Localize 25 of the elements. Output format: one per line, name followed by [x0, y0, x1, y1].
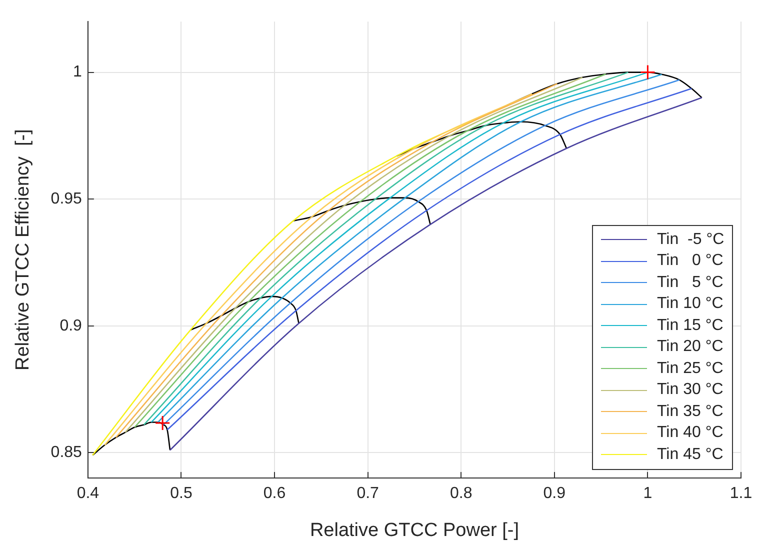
y-tick-label: 1 [73, 64, 82, 81]
x-tick-label: 1.1 [730, 485, 752, 502]
legend-label: Tin 45 °C [657, 446, 724, 464]
legend-label: Tin 25 °C [657, 360, 724, 378]
legend-label: Tin 5 °C [657, 274, 724, 292]
y-tick-label: 0.9 [60, 317, 82, 334]
x-tick-label: 0.6 [263, 485, 286, 502]
legend-label: Tin 30 °C [657, 381, 724, 400]
legend-label: Tin -5 °C [657, 230, 724, 249]
x-tick-label: 0.7 [356, 485, 380, 502]
legend-label: Tin 40 °C [657, 424, 724, 442]
x-axis-title: Relative GTCC Power [-] [310, 520, 519, 541]
y-tick-label: 0.95 [50, 190, 82, 208]
legend-label: Tin 35 °C [657, 402, 724, 421]
legend-label: Tin 15 °C [657, 316, 724, 335]
y-tick-label: 0.85 [50, 444, 82, 462]
x-tick-label: 0.9 [543, 485, 566, 502]
x-tick-label: 1 [643, 485, 652, 502]
x-tick-label: 0.5 [170, 485, 192, 502]
legend-label: Tin 10 °C [657, 295, 724, 314]
legend-label: Tin 20 °C [657, 338, 724, 356]
x-tick-label: 0.8 [450, 485, 472, 502]
y-axis-title: Relative GTCC Efficiency [-] [12, 129, 34, 371]
legend-label: Tin 0 °C [657, 252, 724, 270]
x-tick-label: 0.4 [76, 485, 100, 502]
